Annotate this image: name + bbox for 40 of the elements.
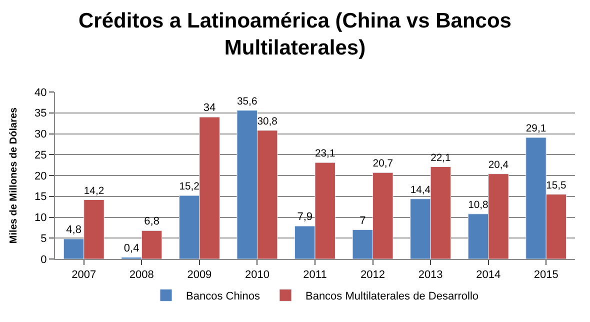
- y-tick-label: 30: [34, 128, 47, 141]
- x-tick-label: 2015: [534, 269, 558, 282]
- x-tick-label: 2007: [72, 269, 96, 282]
- data-label: 15,2: [179, 182, 200, 193]
- data-label: 34: [203, 102, 216, 114]
- data-label: 15,5: [546, 180, 567, 192]
- legend-label: Bancos Multilaterales de Desarrollo: [305, 290, 479, 302]
- data-label: 14,2: [84, 186, 104, 197]
- x-tick-label: 2010: [244, 269, 270, 282]
- data-label: 29,1: [526, 124, 546, 135]
- data-label: 22,1: [430, 152, 451, 164]
- x-tick-label: 2011: [303, 269, 327, 282]
- x-tick-label: 2009: [187, 269, 212, 282]
- data-label: 14,4: [410, 185, 431, 196]
- data-label: 0,4: [124, 242, 140, 254]
- data-label: 7: [360, 214, 366, 227]
- y-tick-label: 25: [34, 149, 47, 162]
- data-label: 20,7: [372, 158, 394, 170]
- y-tick-label: 40: [34, 86, 47, 99]
- y-axis-title: Miles de Millones de Dólares: [8, 106, 20, 244]
- data-label: 30,8: [257, 116, 278, 128]
- data-label: 23,1: [315, 148, 336, 160]
- data-label: 4,8: [66, 224, 82, 236]
- x-tick-label: 2008: [129, 269, 154, 282]
- y-tick-label: 35: [34, 108, 47, 120]
- y-tick-label: 20: [34, 170, 47, 182]
- data-label: 35,6: [237, 96, 258, 108]
- y-tick-label: 15: [34, 191, 47, 204]
- data-label: 20,4: [488, 160, 509, 171]
- x-tick-label: 2012: [360, 269, 386, 282]
- y-tick-label: 10: [34, 212, 47, 224]
- chart-title: Créditos a Latinoamérica (China vs Bancos Multilaterales): [78, 9, 512, 60]
- x-tick-label: 2014: [476, 269, 501, 282]
- x-tick-label: 2013: [418, 269, 443, 282]
- data-label: 7,9: [297, 211, 313, 224]
- data-label: 10,8: [468, 200, 489, 212]
- legend-label: Bancos Chinos: [186, 290, 260, 302]
- y-tick-label: 0: [40, 254, 47, 266]
- data-label: 6,8: [144, 216, 160, 228]
- y-tick-label: 5: [40, 232, 47, 245]
